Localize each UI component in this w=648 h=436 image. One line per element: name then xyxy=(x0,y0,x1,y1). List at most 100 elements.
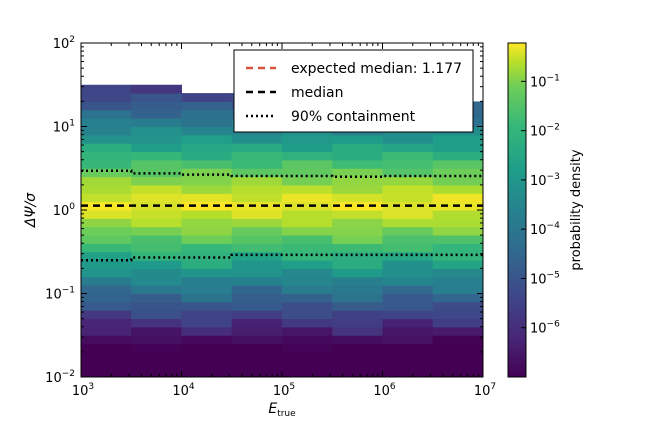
heatmap-cell xyxy=(181,276,233,286)
heatmap-cell xyxy=(382,293,434,303)
heatmap-cell xyxy=(131,151,182,161)
heatmap-cell xyxy=(282,318,333,328)
heatmap-cell xyxy=(382,326,434,336)
x-tick-label: 106 xyxy=(373,382,396,399)
heatmap-cell xyxy=(282,360,333,370)
heatmap-cell xyxy=(432,301,483,311)
heatmap-cell xyxy=(231,335,283,345)
heatmap-cell xyxy=(282,210,333,219)
heatmap-cell xyxy=(181,159,233,169)
chart-lines xyxy=(81,169,483,262)
heatmap-cell xyxy=(81,226,132,236)
x-axis-label: Etrue xyxy=(268,401,296,419)
heatmap-cell xyxy=(181,243,233,253)
heatmap-cell xyxy=(231,318,283,328)
heatmap-cell xyxy=(131,360,182,370)
chart-axes: 103 104 105 106 107 10−2 10−1 100 101 102 xyxy=(45,35,496,399)
heatmap-cell xyxy=(282,243,333,253)
heatmap-cell xyxy=(81,235,132,244)
heatmap-cell xyxy=(432,335,483,345)
heatmap-cell xyxy=(131,343,182,353)
heatmap-cell xyxy=(131,293,182,303)
heatmap-cell xyxy=(382,318,434,328)
heatmap-cell xyxy=(81,218,132,228)
containment-upper-line xyxy=(81,169,483,179)
heatmap-cell xyxy=(131,218,182,228)
heatmap-cell xyxy=(131,176,182,186)
heatmap-cell xyxy=(81,126,132,136)
heatmap-cell xyxy=(81,101,132,111)
heatmap-cell xyxy=(181,109,233,119)
heatmap-cell xyxy=(382,151,434,161)
heatmap-cell xyxy=(131,126,182,136)
heatmap-cell xyxy=(282,343,333,353)
heatmap-cell xyxy=(131,326,182,336)
heatmap-cell xyxy=(231,243,283,253)
heatmap-cell xyxy=(332,335,383,345)
heatmap-cell xyxy=(231,201,283,211)
heatmap-cell xyxy=(231,343,283,353)
heatmap-cell xyxy=(282,260,333,269)
heatmap-cell xyxy=(382,134,434,144)
heatmap-cell xyxy=(382,243,434,253)
heatmap-cell xyxy=(81,84,132,94)
heatmap-cell xyxy=(432,326,483,336)
heatmap-cell xyxy=(282,151,333,161)
heatmap-cell xyxy=(181,268,233,278)
heatmap-cell xyxy=(231,368,283,377)
heatmap-cell xyxy=(432,243,483,253)
heatmap-cell xyxy=(181,118,233,127)
heatmap-cell xyxy=(332,151,383,161)
heatmap-cell xyxy=(81,193,132,203)
colorbar-tick-label: 10−3 xyxy=(530,172,560,189)
heatmap-cell xyxy=(81,326,132,336)
heatmap-cell xyxy=(181,318,233,328)
heatmap-cell xyxy=(282,351,333,361)
heatmap-cell xyxy=(131,351,182,361)
heatmap-cell xyxy=(432,260,483,269)
heatmap-cell xyxy=(181,310,233,320)
heatmap-cell xyxy=(432,276,483,286)
heatmap-cell xyxy=(332,260,383,269)
heatmap-cell xyxy=(432,293,483,303)
heatmap-cell xyxy=(282,285,333,294)
heatmap-cell xyxy=(432,151,483,161)
heatmap-cell xyxy=(282,268,333,278)
heatmap-cell xyxy=(181,343,233,353)
heatmap-cell xyxy=(181,176,233,186)
heatmap-cell xyxy=(231,143,283,153)
heatmap-cell xyxy=(332,301,383,311)
colorbar-label: probability density xyxy=(569,149,584,270)
heatmap-cell xyxy=(282,251,333,261)
heatmap-cell xyxy=(181,293,233,303)
heatmap-cell xyxy=(332,218,383,228)
heatmap-cell xyxy=(181,101,233,111)
heatmap-cell xyxy=(332,134,383,144)
heatmap-cell xyxy=(81,118,132,127)
heatmap-cell xyxy=(432,218,483,228)
heatmap-cell xyxy=(332,285,383,294)
heatmap-cell xyxy=(432,235,483,244)
heatmap-cell xyxy=(332,210,383,219)
heatmap-cell xyxy=(181,235,233,244)
heatmap-cell xyxy=(282,201,333,211)
heatmap-cell xyxy=(181,260,233,269)
heatmap-cell xyxy=(332,243,383,253)
heatmap-cell xyxy=(231,326,283,336)
heatmap-cell xyxy=(131,134,182,144)
heatmap-cell xyxy=(181,251,233,261)
heatmap-cell xyxy=(81,151,132,161)
heatmap-cell xyxy=(231,151,283,161)
heatmap-cell xyxy=(81,143,132,153)
heatmap-cell xyxy=(382,193,434,203)
x-tick-label: 107 xyxy=(474,382,496,399)
heatmap-cell xyxy=(181,351,233,361)
heatmap-cell xyxy=(332,268,383,278)
heatmap-cell xyxy=(432,134,483,144)
heatmap-cell xyxy=(181,360,233,370)
heatmap-cell xyxy=(382,276,434,286)
heatmap-cell xyxy=(131,276,182,286)
heatmap-cell xyxy=(81,293,132,303)
y-tick-label: 10−2 xyxy=(45,369,75,386)
